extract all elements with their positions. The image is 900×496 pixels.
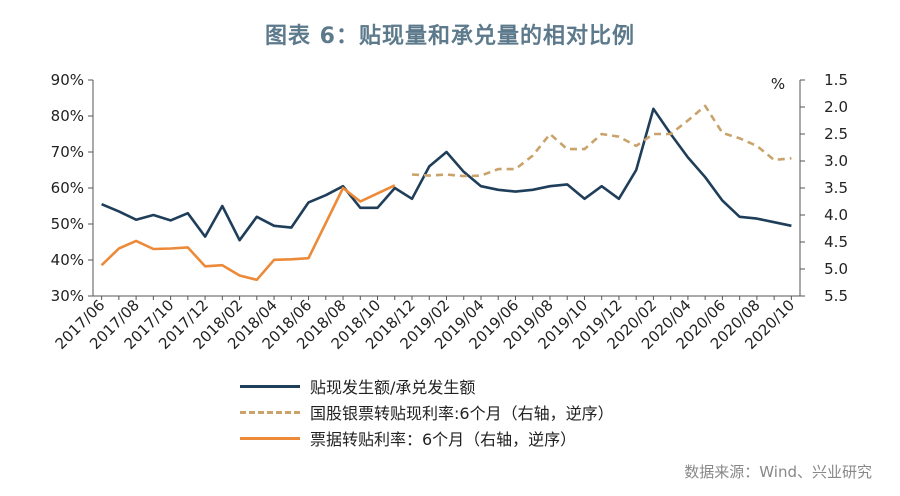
chart-title: 图表 6：贴现量和承兑量的相对比例 — [265, 24, 635, 49]
legend-swatch-series3 — [240, 436, 300, 440]
right-tick-label: 1.5 — [824, 71, 848, 89]
left-tick-label: 90% — [51, 71, 84, 89]
left-tick-label: 40% — [51, 251, 84, 269]
legend-swatch-series1 — [240, 384, 300, 388]
left-tick-label: 30% — [51, 287, 84, 305]
right-tick-label: 2.0 — [824, 98, 848, 116]
legend: 贴现发生额/承兑发生额 国股银票转贴现利率:6个月（右轴，逆序） 票据转贴利率：… — [240, 373, 614, 451]
right-tick-label: 3.0 — [824, 152, 848, 170]
legend-item-series1: 贴现发生额/承兑发生额 — [240, 373, 614, 399]
left-tick-label: 80% — [51, 107, 84, 125]
right-tick-label: 4.5 — [824, 233, 848, 251]
right-axis-unit: % — [771, 75, 785, 93]
right-tick-label: 2.5 — [824, 125, 848, 143]
series-line-3 — [100, 184, 396, 282]
left-tick-label: 60% — [51, 179, 84, 197]
legend-item-series2: 国股银票转贴现利率:6个月（右轴，逆序） — [240, 399, 614, 425]
series-line-2 — [411, 104, 792, 178]
legend-label-series3: 票据转贴利率：6个月（右轴，逆序） — [310, 430, 577, 449]
line-chart: 30% 40% 50% 60% 70% 80% 90% 1.5 2.0 2.5 3.0 3.5 4.0 4… — [51, 71, 848, 353]
data-source: 数据来源：Wind、兴业研究 — [684, 463, 872, 481]
left-tick-label: 70% — [51, 143, 84, 161]
right-tick-label: 3.5 — [824, 179, 848, 197]
right-tick-label: 5.5 — [824, 287, 848, 305]
legend-label-series1: 贴现发生额/承兑发生额 — [310, 378, 476, 397]
legend-swatch-series2 — [240, 410, 300, 414]
left-tick-label: 50% — [51, 215, 84, 233]
right-tick-label: 4.0 — [824, 206, 848, 224]
series-line-1 — [101, 107, 792, 242]
legend-item-series3: 票据转贴利率：6个月（右轴，逆序） — [240, 425, 614, 451]
right-tick-label: 5.0 — [824, 260, 848, 278]
legend-label-series2: 国股银票转贴现利率:6个月（右轴，逆序） — [310, 404, 614, 423]
